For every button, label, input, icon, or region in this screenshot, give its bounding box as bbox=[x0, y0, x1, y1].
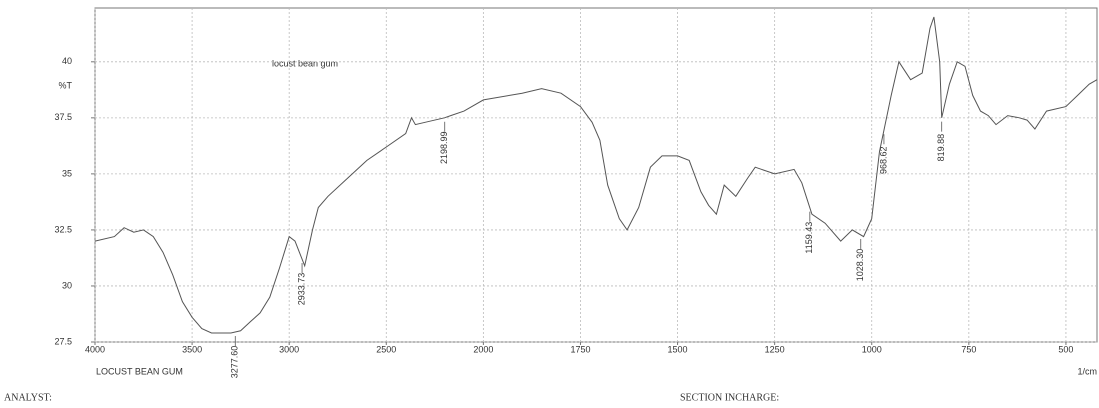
y-axis-label: %T bbox=[59, 80, 73, 90]
x-axis-label: 1/cm bbox=[1077, 366, 1097, 376]
peak-label: 819.88 bbox=[936, 134, 946, 162]
footer-left: ANALYST: bbox=[4, 392, 52, 403]
x-tick-label: 2000 bbox=[473, 344, 493, 354]
peak-label: 1028.30 bbox=[855, 249, 865, 282]
x-tick-label: 1750 bbox=[570, 344, 590, 354]
chart-title: locust bean gum bbox=[272, 58, 338, 68]
x-tick-label: 500 bbox=[1058, 344, 1073, 354]
x-tick-label: 750 bbox=[961, 344, 976, 354]
y-tick-label: 32.5 bbox=[54, 224, 72, 234]
y-tick-label: 35 bbox=[62, 168, 72, 178]
x-tick-label: 1000 bbox=[862, 344, 882, 354]
peak-label: 1159.43 bbox=[804, 222, 814, 254]
y-tick-label: 30 bbox=[62, 280, 72, 290]
peak-label: 3277.60 bbox=[230, 346, 240, 379]
peak-label: 2933.73 bbox=[296, 273, 306, 306]
sample-label: LOCUST BEAN GUM bbox=[96, 366, 183, 376]
plot-frame bbox=[94, 7, 1098, 343]
x-tick-label: 3000 bbox=[279, 344, 299, 354]
x-tick-label: 1250 bbox=[765, 344, 785, 354]
spectrum-line bbox=[94, 16, 1098, 334]
peak-label: 2198.99 bbox=[439, 131, 449, 164]
x-tick-label: 2500 bbox=[376, 344, 396, 354]
y-tick-label: 37.5 bbox=[54, 112, 72, 122]
y-tick-label: 27.5 bbox=[54, 336, 72, 346]
peak-label: 968.62 bbox=[878, 146, 888, 174]
y-tick-label: 40 bbox=[62, 56, 72, 66]
footer-right: SECTION INCHARGE: bbox=[680, 392, 779, 403]
x-tick-label: 3500 bbox=[182, 344, 202, 354]
x-tick-label: 1500 bbox=[668, 344, 688, 354]
x-tick-label: 4000 bbox=[85, 344, 105, 354]
